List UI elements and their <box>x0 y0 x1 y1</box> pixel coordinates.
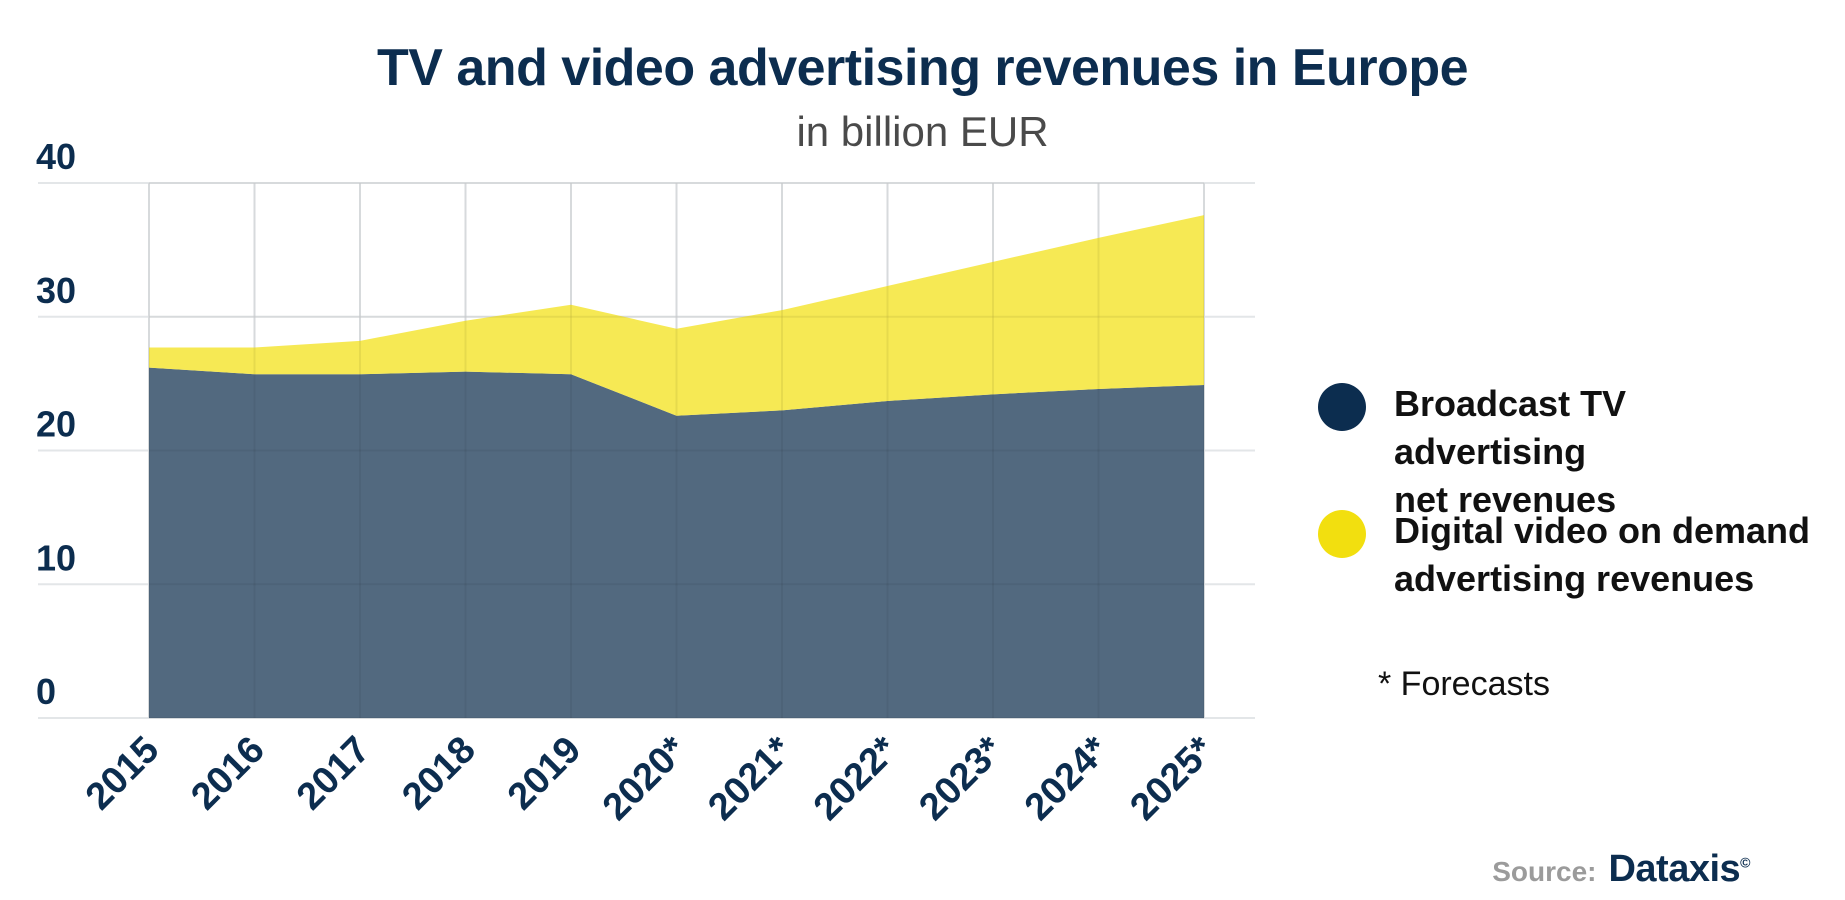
dataxis-logo: Dataxis© <box>1608 848 1750 890</box>
x-tick-label-2015: 2015 <box>78 729 167 818</box>
area-broadcast-tv <box>149 367 1204 718</box>
y-tick-label-40: 40 <box>36 136 76 177</box>
legend-marker-broadcast-tv <box>1318 383 1366 431</box>
area-digital-video <box>149 215 1204 416</box>
y-tick-label-10: 10 <box>36 537 76 578</box>
forecast-note: * Forecasts <box>1378 665 1550 703</box>
x-tick-label-2021-forecast: 2021* <box>700 729 800 829</box>
x-tick-label-2017: 2017 <box>289 729 378 818</box>
y-tick-label-20: 20 <box>36 404 76 445</box>
x-tick-label-2022-forecast: 2022* <box>806 729 906 829</box>
x-tick-label-2025-forecast: 2025* <box>1122 729 1222 829</box>
x-tick-label-2024-forecast: 2024* <box>1017 729 1117 829</box>
legend-label-digital-video: Digital video on demand advertising reven… <box>1394 510 1811 599</box>
x-tick-label-2018: 2018 <box>394 729 483 818</box>
x-tick-label-2023-forecast: 2023* <box>911 729 1011 829</box>
x-tick-label-2020-forecast: 2020* <box>595 729 695 829</box>
legend-label-broadcast-tv: Broadcast TV advertising net revenues <box>1394 383 1627 520</box>
chart-title: TV and video advertising revenues in Eur… <box>376 39 1469 97</box>
x-tick-label-2019: 2019 <box>500 729 589 818</box>
x-tick-label-2016: 2016 <box>183 729 272 818</box>
source-credit: Source: Dataxis© <box>1492 848 1750 894</box>
source-label: Source: <box>1492 856 1597 887</box>
area-layer <box>148 182 1205 719</box>
y-tick-label-0: 0 <box>36 671 56 712</box>
legend-marker-digital-video <box>1318 510 1366 558</box>
y-tick-label-30: 30 <box>36 270 76 311</box>
chart-subtitle: in billion EUR <box>796 108 1049 155</box>
